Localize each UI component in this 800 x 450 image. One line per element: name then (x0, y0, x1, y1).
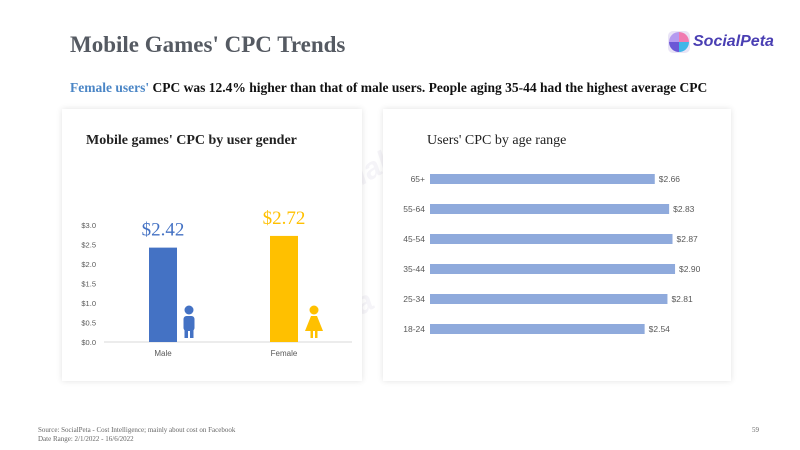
bar-male (149, 247, 177, 342)
gender-chart-title: Mobile games' CPC by user gender (86, 133, 297, 148)
bar-18-24 (430, 324, 645, 334)
y-tick-label: $0.5 (81, 319, 96, 328)
data-label-female: $2.72 (263, 208, 306, 229)
male-person-icon (183, 305, 195, 338)
female-person-icon (305, 305, 323, 338)
data-label: $2.87 (677, 234, 699, 244)
y-tick-label: $1.0 (81, 299, 96, 308)
bar-35-44 (430, 264, 676, 274)
bar-45-54 (430, 234, 673, 244)
footer-source: Source: SocialPeta - Cost Intelligence; … (38, 426, 236, 434)
bar-65plus (430, 174, 655, 184)
page-title: Mobile Games' CPC Trends (70, 32, 346, 57)
footer: Source: SocialPeta - Cost Intelligence; … (38, 426, 235, 444)
y-tick-label: 25-34 (403, 294, 425, 304)
y-tick-label: 18-24 (403, 324, 425, 334)
age-bar-chart: 65+ $2.66 55-64 $2.83 45-54 $2.87 35-44 $2.90 25… (403, 174, 701, 334)
data-label: $2.66 (659, 174, 681, 184)
y-tick-label: $0.0 (81, 338, 96, 347)
y-tick-label: 35-44 (403, 264, 425, 274)
footer-date-range: Date Range: 2/1/2022 - 16/6/2022 (38, 435, 134, 443)
x-tick-label: Female (271, 349, 298, 358)
logo-text: SocialPeta (693, 33, 774, 50)
socialpeta-logo-icon (668, 31, 690, 53)
age-chart-panel: Users' CPC by age range 65+ $2.66 55-64 $2.… (383, 109, 731, 381)
x-tick-label: Male (154, 349, 172, 358)
y-tick-label: $3.0 (81, 221, 96, 230)
y-tick-label: 55-64 (403, 204, 425, 214)
data-label: $2.90 (679, 264, 701, 274)
subtitle: Female users' CPC was 12.4% higher than … (70, 80, 707, 96)
data-label: $2.54 (649, 324, 671, 334)
bar-female (270, 235, 298, 342)
page-number: 59 (752, 426, 759, 434)
y-tick-label: $2.0 (81, 260, 96, 269)
y-tick-label: $1.5 (81, 280, 96, 289)
data-label-male: $2.42 (142, 220, 185, 241)
y-tick-label: 65+ (411, 174, 425, 184)
age-chart-title: Users' CPC by age range (427, 133, 567, 148)
bar-55-64 (430, 204, 670, 214)
logo: SocialPeta (668, 31, 774, 53)
data-label: $2.83 (673, 204, 695, 214)
gender-bar-chart: $0.0 $0.5 $1.0 $1.5 $2.0 $2.5 $3.0 $2.42 Male $2.… (81, 208, 352, 358)
gender-chart-panel: Mobile games' CPC by user gender $0.0 $0.… (62, 109, 362, 381)
data-label: $2.81 (671, 294, 693, 304)
y-tick-label: 45-54 (403, 234, 425, 244)
subtitle-highlight: Female users' (70, 80, 150, 95)
bar-25-34 (430, 294, 668, 304)
y-tick-label: $2.5 (81, 241, 96, 250)
subtitle-text: CPC was 12.4% higher than that of male u… (149, 80, 708, 95)
